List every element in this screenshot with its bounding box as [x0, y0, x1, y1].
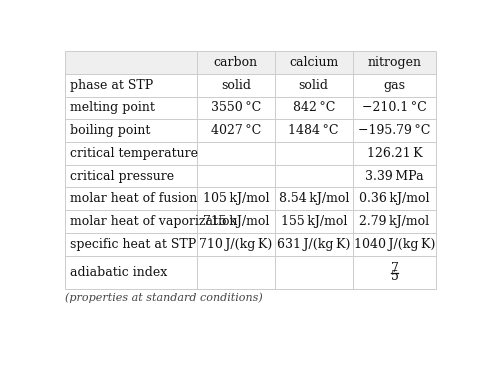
Text: 1040 J/(kg K): 1040 J/(kg K) — [353, 238, 434, 251]
Bar — [65, 233, 435, 256]
Text: 3.39 MPa: 3.39 MPa — [365, 170, 423, 183]
Text: specific heat at STP: specific heat at STP — [70, 238, 196, 251]
Bar — [65, 256, 435, 290]
Text: 3550 °C: 3550 °C — [210, 102, 261, 114]
Text: solid: solid — [220, 79, 250, 92]
Bar — [65, 165, 435, 188]
Text: −210.1 °C: −210.1 °C — [361, 102, 426, 114]
Text: 155 kJ/mol: 155 kJ/mol — [280, 215, 346, 228]
Text: 105 kJ/mol: 105 kJ/mol — [202, 192, 268, 205]
Text: nitrogen: nitrogen — [366, 56, 421, 69]
Bar — [65, 188, 435, 210]
Bar — [65, 74, 435, 97]
Text: molar heat of vaporization: molar heat of vaporization — [70, 215, 238, 228]
Text: adiabatic index: adiabatic index — [70, 266, 167, 279]
Text: solid: solid — [298, 79, 328, 92]
Bar — [65, 210, 435, 233]
Text: 1484 °C: 1484 °C — [288, 124, 338, 137]
Text: calcium: calcium — [288, 56, 338, 69]
Text: 4027 °C: 4027 °C — [210, 124, 261, 137]
Text: phase at STP: phase at STP — [70, 79, 153, 92]
Text: 710 J/(kg K): 710 J/(kg K) — [199, 238, 272, 251]
Bar — [65, 51, 435, 74]
Text: critical temperature: critical temperature — [70, 147, 198, 160]
Text: (properties at standard conditions): (properties at standard conditions) — [65, 292, 262, 303]
Bar — [65, 142, 435, 165]
Text: critical pressure: critical pressure — [70, 170, 174, 183]
Text: 8.54 kJ/mol: 8.54 kJ/mol — [278, 192, 348, 205]
Text: 0.36 kJ/mol: 0.36 kJ/mol — [359, 192, 429, 205]
Text: 842 °C: 842 °C — [292, 102, 334, 114]
Text: gas: gas — [383, 79, 405, 92]
Bar — [65, 97, 435, 119]
Text: 2.79 kJ/mol: 2.79 kJ/mol — [359, 215, 428, 228]
Text: 715 kJ/mol: 715 kJ/mol — [202, 215, 268, 228]
Text: boiling point: boiling point — [70, 124, 150, 137]
Text: melting point: melting point — [70, 102, 155, 114]
Bar — [65, 119, 435, 142]
Text: molar heat of fusion: molar heat of fusion — [70, 192, 197, 205]
Text: 126.21 K: 126.21 K — [366, 147, 422, 160]
Text: carbon: carbon — [213, 56, 257, 69]
Text: −195.79 °C: −195.79 °C — [358, 124, 430, 137]
Text: 7: 7 — [390, 262, 398, 275]
Text: 5: 5 — [390, 270, 398, 283]
Text: 631 J/(kg K): 631 J/(kg K) — [277, 238, 350, 251]
